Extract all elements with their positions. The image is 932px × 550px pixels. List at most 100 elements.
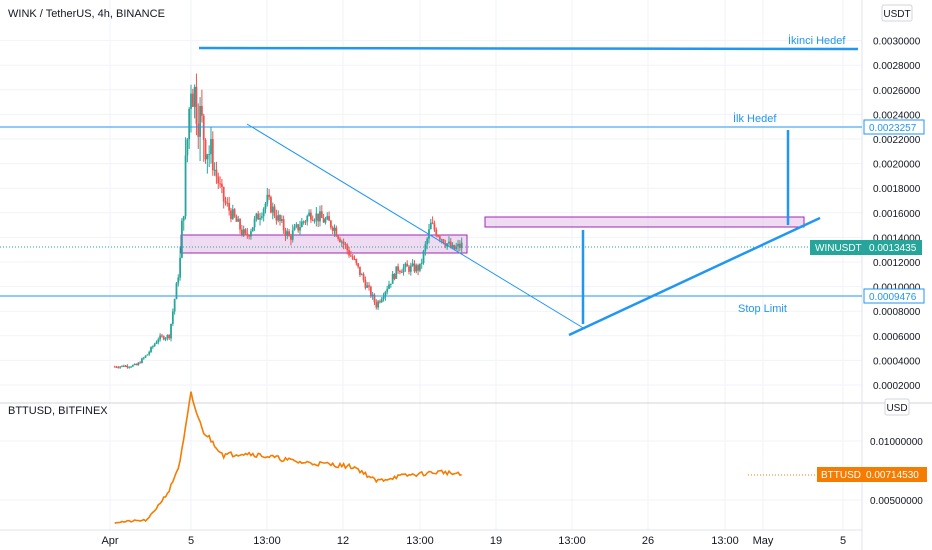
candle-body xyxy=(271,206,274,213)
candle-body xyxy=(139,362,142,364)
candle-body xyxy=(151,346,154,348)
ascending-trendline[interactable] xyxy=(568,216,821,337)
candle-body xyxy=(359,266,361,275)
candle-body xyxy=(195,86,198,124)
candle-body xyxy=(379,301,381,303)
candle-body xyxy=(440,239,443,241)
candle-body xyxy=(448,241,450,244)
time-tick-label: 13:00 xyxy=(711,535,739,547)
candle-body xyxy=(335,227,338,237)
candle-body xyxy=(362,274,365,280)
resistance-zone[interactable] xyxy=(484,216,805,228)
last-price-tag-box xyxy=(810,240,922,255)
candle-body xyxy=(424,244,427,251)
support-zone[interactable] xyxy=(180,234,468,254)
candle-body xyxy=(293,226,296,231)
candle-body xyxy=(382,296,385,300)
price-tick-label: 0.0006000 xyxy=(873,332,921,343)
candle-body xyxy=(377,301,380,308)
candle-body xyxy=(351,256,354,259)
candle-body xyxy=(141,358,143,364)
candle-body xyxy=(457,243,459,247)
candle-body xyxy=(310,212,312,220)
candle-body xyxy=(262,208,265,217)
candle-body xyxy=(115,366,118,368)
candle-body xyxy=(349,255,352,257)
candle-body xyxy=(266,194,269,204)
candle-body xyxy=(373,294,376,303)
price-tick-label: 0.0026000 xyxy=(873,86,921,97)
candle-body xyxy=(121,365,123,367)
candle-body xyxy=(240,229,243,235)
candle-body xyxy=(386,288,389,292)
sub-currency-badge-box[interactable] xyxy=(884,398,910,416)
candle-body xyxy=(168,334,171,339)
candle-body xyxy=(206,154,209,160)
sub-price-scale[interactable]: 0.01000000 0.00500000 xyxy=(870,437,923,507)
candle-body xyxy=(333,227,336,231)
candle-body xyxy=(433,223,436,230)
stop-label: Stop Limit xyxy=(738,303,787,315)
stop-price-tag-box xyxy=(863,288,925,304)
time-tick-label: 19 xyxy=(490,535,502,547)
price-tick-label: 0.0018000 xyxy=(873,184,921,195)
candle-body xyxy=(113,366,116,368)
candle-body xyxy=(199,105,201,137)
candle-body xyxy=(215,169,218,177)
candle-body xyxy=(188,108,191,140)
descending-trendline[interactable] xyxy=(246,123,586,330)
candle-body xyxy=(299,227,301,231)
candle-body xyxy=(449,241,452,248)
candle-body xyxy=(409,265,412,272)
candle-body xyxy=(364,279,367,288)
price-tick-label: 0.0010000 xyxy=(873,283,921,294)
currency-badge-box[interactable] xyxy=(881,4,913,22)
candle-body xyxy=(166,334,169,339)
price-tick-label: 0.0024000 xyxy=(873,110,921,121)
target2-line[interactable] xyxy=(198,46,859,51)
btt-price-value: 0.00714530 xyxy=(866,470,919,481)
candle-body xyxy=(246,233,249,236)
price-tick-label: 0.0016000 xyxy=(873,209,921,220)
time-axis[interactable]: Apr 5 13:00 12 13:00 19 13:00 26 13:00 May 5 xyxy=(101,535,846,547)
candle-body xyxy=(355,259,358,264)
candle-body xyxy=(186,139,189,156)
candle-body xyxy=(233,209,236,217)
candle-body xyxy=(384,291,387,297)
candle-body xyxy=(368,285,370,287)
candle-body xyxy=(133,363,136,365)
candle-body xyxy=(389,283,392,285)
price-tick-label: 0.0004000 xyxy=(873,356,921,367)
candle-body xyxy=(162,336,165,340)
candle-body xyxy=(191,93,194,107)
candle-body xyxy=(159,335,162,340)
candle-body xyxy=(380,299,383,303)
price-scale[interactable]: 0.0030000 0.0028000 0.0026000 0.0024000 0.00… xyxy=(873,37,921,392)
candle-body xyxy=(375,302,378,308)
last-price-symbol: WINUSDT xyxy=(815,243,862,254)
sub-symbol-title[interactable]: BTTUSD, BITFINEX xyxy=(8,405,108,417)
candle-body xyxy=(339,238,341,243)
candle-body xyxy=(171,311,174,324)
candle-body xyxy=(177,277,180,284)
candle-body xyxy=(255,213,258,219)
price-tick-label: 0.0022000 xyxy=(873,135,921,146)
candle-body xyxy=(173,299,176,312)
candle-body xyxy=(340,241,343,243)
candle-body xyxy=(413,263,416,272)
candle-body xyxy=(331,227,334,231)
candle-body xyxy=(395,266,398,279)
candle-body xyxy=(460,242,463,249)
candle-body xyxy=(442,239,445,244)
candle-body xyxy=(411,263,414,266)
candle-body xyxy=(419,263,421,271)
candle-body xyxy=(164,338,167,340)
price-tick-label: 0.0014000 xyxy=(873,233,921,244)
candle-body xyxy=(402,267,405,273)
main-symbol-title[interactable]: WINK / TetherUS, 4h, BINANCE xyxy=(8,8,165,20)
candle-body xyxy=(273,206,276,216)
candle-body xyxy=(179,257,181,278)
candle-body xyxy=(119,366,122,368)
candle-body xyxy=(311,219,314,221)
